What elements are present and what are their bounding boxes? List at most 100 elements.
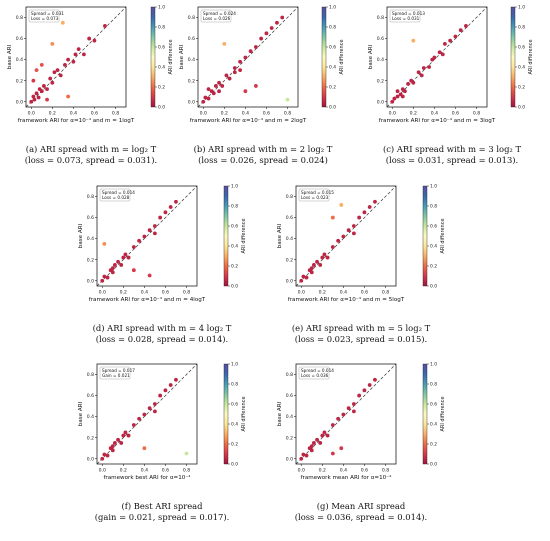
data-point: [341, 234, 346, 239]
data-point: [309, 444, 314, 449]
colorbar-tick-label: 0.2: [430, 264, 437, 270]
colorbar-tick-label: 0.4: [231, 422, 238, 428]
data-point: [29, 99, 34, 104]
y-tick-label: 0.8: [87, 194, 94, 200]
data-point: [174, 199, 178, 204]
y-tick-label: 0.6: [87, 215, 94, 221]
data-point: [318, 263, 323, 267]
y-tick-label: 0.4: [188, 57, 195, 63]
x-tick-label: 0.2: [120, 468, 127, 474]
x-tick-label: 0.2: [410, 111, 417, 117]
caption-detail: (loss = 0.036, spread = 0.014).: [295, 512, 427, 522]
data-point: [336, 238, 341, 243]
data-point: [419, 73, 424, 78]
colorbar-tick-label: 0.6: [329, 45, 336, 51]
y-tick-label: 0.8: [377, 15, 384, 21]
data-point: [411, 38, 416, 43]
x-tick-label: 0.2: [120, 290, 127, 296]
colorbar-tick-label: 0.0: [430, 284, 437, 290]
colorbar-label: ARI difference: [241, 396, 247, 431]
stats-legend-line-1: Spread = 0.014: [102, 190, 135, 195]
x-axis-label: framework ARI for α=10⁻⁴ and m = 4logT: [89, 296, 206, 303]
data-point: [217, 80, 221, 85]
colorbar-tick-label: 0.0: [430, 462, 437, 468]
stats-legend-line-2: Loss = 0.023: [301, 195, 329, 200]
data-point: [152, 224, 157, 228]
data-point: [58, 73, 63, 78]
x-tick-label: 0.4: [141, 468, 148, 474]
colorbar-gradient: [510, 6, 516, 108]
caption-title: (d) ARI spread with m = 4 log₂ T: [93, 323, 232, 333]
x-tick-label: 0.0: [298, 290, 305, 296]
colorbar-tick-label: 0.2: [158, 85, 165, 91]
diagonal-reference-line: [25, 6, 127, 108]
panel-e: 0.00.00.20.20.40.40.60.60.80.8framework …: [277, 184, 446, 344]
x-tick-label: 0.4: [141, 290, 148, 296]
data-point: [119, 441, 124, 445]
data-point: [309, 448, 314, 453]
data-point: [253, 45, 258, 49]
colorbar-label: ARI difference: [168, 39, 174, 74]
y-tick-label: 0.2: [286, 257, 293, 263]
colorbar-tick-label: 0.6: [430, 402, 437, 408]
x-tick-label: 0.6: [361, 468, 368, 474]
data-point: [123, 252, 128, 257]
data-point: [421, 66, 426, 70]
data-point: [131, 268, 136, 273]
data-point: [346, 228, 351, 233]
data-point: [31, 78, 36, 83]
data-point: [110, 448, 115, 453]
data-point: [301, 452, 306, 457]
data-point: [309, 266, 314, 271]
x-axis-label: framework ARI for α=10⁻⁴ and m = 3logT: [379, 117, 496, 124]
stats-legend-line-1: Spread = 0.013: [392, 11, 425, 16]
diagonal-reference-line: [295, 363, 397, 465]
data-point: [357, 215, 362, 220]
data-point: [304, 275, 309, 280]
data-point: [269, 26, 274, 30]
x-tick-label: 0.6: [91, 111, 98, 117]
y-tick-label: 0.0: [188, 99, 195, 105]
colorbar-gradient: [223, 185, 229, 287]
x-tick-label: 0.4: [340, 468, 347, 474]
y-tick-label: 0.0: [377, 99, 384, 105]
x-tick-label: 0.8: [112, 111, 119, 117]
data-point: [142, 412, 147, 417]
x-tick-label: 0.6: [361, 290, 368, 296]
data-point: [37, 87, 42, 92]
caption-title: (f) Best ARI spread: [121, 501, 203, 511]
data-point: [55, 68, 60, 73]
data-point: [147, 406, 152, 411]
data-point: [320, 433, 325, 438]
x-tick-label: 0.8: [382, 290, 389, 296]
x-tick-label: 0.0: [389, 111, 396, 117]
data-point: [158, 393, 163, 398]
stats-legend-line-2: Loss = 0.028: [102, 195, 130, 200]
y-tick-label: 0.4: [377, 57, 384, 63]
x-tick-label: 0.4: [242, 111, 249, 117]
colorbar: 0.0 0.2 0.4 0.6 0.8 1.0 ARI difference: [422, 184, 446, 290]
stats-legend-line-1: Spread = 0.014: [301, 368, 334, 373]
y-tick-label: 0.8: [188, 15, 195, 21]
colorbar-tick-label: 0.8: [231, 382, 238, 388]
y-axis-label: base ARI: [78, 223, 84, 248]
data-point: [330, 451, 335, 456]
data-point: [325, 433, 330, 438]
colorbar-label: ARI difference: [440, 218, 446, 253]
data-point: [50, 80, 55, 85]
data-point: [224, 73, 229, 78]
caption-detail: (gain = 0.021, spread = 0.017).: [95, 512, 230, 522]
data-point: [315, 437, 319, 442]
data-point: [206, 96, 211, 101]
data-point: [110, 266, 115, 271]
data-point: [330, 423, 335, 427]
panel-d: 0.00.00.20.20.40.40.60.60.80.8framework …: [78, 184, 247, 344]
data-point: [351, 409, 356, 414]
data-point: [41, 84, 46, 88]
data-point: [81, 52, 86, 57]
y-axis-label: base ARI: [277, 401, 283, 426]
x-tick-label: 0.8: [473, 111, 480, 117]
data-point: [137, 238, 142, 243]
data-point: [121, 433, 126, 438]
x-tick-label: 0.2: [319, 290, 326, 296]
